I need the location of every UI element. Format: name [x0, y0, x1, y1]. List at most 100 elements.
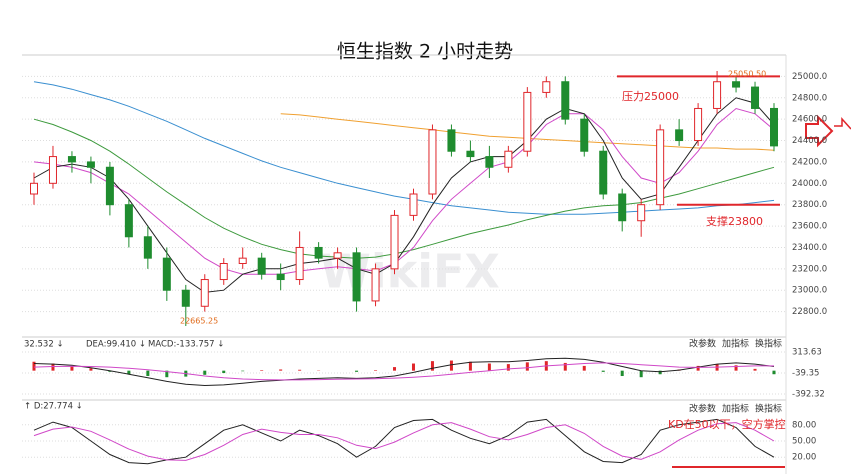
watermark: WikiFX [320, 245, 500, 299]
line [33, 418, 775, 465]
toolbar-button[interactable]: 加指标 [722, 403, 749, 415]
y-tick-label: 25000.0 [792, 72, 827, 82]
level-label: 压力25000 [622, 90, 679, 103]
candle-body [200, 279, 209, 307]
macd-bar [525, 362, 529, 371]
candle-body [580, 118, 589, 152]
line [33, 97, 775, 293]
macd-bar [374, 370, 378, 371]
candle-body [295, 246, 304, 281]
candle-body [428, 129, 437, 195]
toolbar-button[interactable]: 改参数 [689, 338, 716, 350]
candle-body [67, 156, 76, 163]
macd-bar [70, 365, 74, 371]
arrow-icon [805, 114, 834, 148]
candle-body [656, 129, 665, 206]
legend-entry: DEA:99.410 ↓ [86, 340, 146, 350]
candle-body [390, 214, 399, 270]
candle-body [694, 107, 703, 142]
candle-body [314, 246, 323, 259]
candle-body [732, 81, 741, 88]
candle-body [751, 86, 760, 109]
macd-bar [32, 361, 36, 371]
macd-bar [222, 370, 226, 374]
candle-body [770, 107, 778, 147]
macd-bar [411, 363, 415, 371]
macd-bar [449, 360, 453, 371]
candle-body [105, 166, 114, 206]
candle-body [124, 204, 133, 238]
macd-bar [51, 363, 55, 371]
line [33, 362, 774, 381]
y-tick-label: 24400.0 [792, 136, 827, 146]
y-tick-label: -39.35 [792, 369, 819, 379]
macd-bar [203, 370, 207, 375]
legend-entry: MACD:-133.757 ↓ [148, 340, 224, 350]
y-tick-label: 80.00 [792, 420, 816, 430]
macd-bar [639, 370, 643, 378]
candle-body [542, 81, 551, 93]
candle-body [637, 204, 646, 222]
macd-bar [563, 362, 567, 371]
annotation: KD在50以下，空方掌控 [668, 417, 786, 431]
arrow-icons [805, 114, 851, 148]
candle-body [257, 257, 266, 275]
candle-body [162, 257, 171, 291]
candle-body [181, 289, 190, 307]
line [33, 118, 775, 259]
candle-body [409, 193, 418, 216]
macd-bar [127, 370, 131, 375]
annotation: 25050.50 [728, 70, 766, 79]
candle-body [48, 156, 57, 184]
candle-body [143, 236, 152, 259]
candle-body [371, 268, 380, 302]
candle-body [675, 129, 684, 142]
toolbar-button[interactable]: 换指标 [755, 403, 782, 415]
y-tick-label: 22800.0 [792, 307, 827, 317]
macd-bar [355, 370, 359, 372]
candle-body [238, 257, 247, 264]
macd-bar [506, 364, 510, 371]
macd-bar [89, 368, 93, 371]
y-tick-label: 23000.0 [792, 286, 827, 296]
macd-bar [582, 365, 586, 371]
y-tick-label: -392.32 [792, 390, 825, 400]
line [33, 422, 775, 461]
macd-bar [241, 370, 245, 372]
y-tick-label: 24800.0 [792, 93, 827, 103]
macd-bar [298, 369, 302, 371]
macd-bar [165, 370, 169, 378]
candle-body [561, 81, 570, 120]
y-tick-label: 24200.0 [792, 157, 827, 167]
y-tick-label: 24000.0 [792, 179, 827, 189]
line [33, 81, 775, 215]
y-tick-label: 50.00 [792, 437, 816, 447]
y-tick-label: 20.00 [792, 453, 816, 463]
y-tick-label: 23400.0 [792, 243, 827, 253]
line [33, 357, 775, 387]
macd-bar [658, 370, 662, 375]
candle-body [276, 273, 285, 281]
candle-body [599, 150, 608, 195]
macd-bar [468, 361, 472, 371]
candle-body [618, 193, 627, 222]
candle-body [333, 252, 342, 259]
toolbar-button[interactable]: 换指标 [755, 338, 782, 350]
legend-entry: ↑ D:27.774 ↓ [24, 402, 83, 412]
toolbar-button[interactable]: 改参数 [689, 403, 716, 415]
chart-title: 恒生指数 2 小时走势 [337, 41, 513, 63]
macd-bar [260, 370, 264, 371]
toolbar-button[interactable]: 加指标 [722, 338, 749, 350]
y-tick-label: 313.63 [792, 348, 822, 358]
candle-body [30, 182, 38, 195]
legend-entry: 32.532 ↓ [24, 340, 64, 350]
macd-bar [696, 365, 700, 371]
macd-bar [772, 370, 776, 375]
candle-body [523, 91, 532, 152]
arrow-icon [834, 117, 851, 130]
macd-bar [146, 370, 150, 377]
y-tick-label: 23800.0 [792, 200, 827, 210]
y-tick-label: 23200.0 [792, 264, 827, 274]
